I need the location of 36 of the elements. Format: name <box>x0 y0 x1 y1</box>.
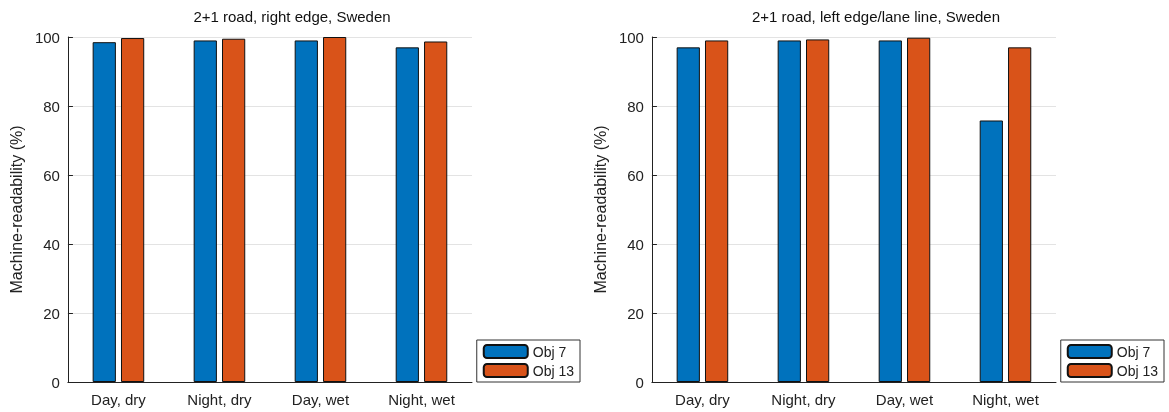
y-tick-label: 20 <box>43 304 60 322</box>
x-tick-label: Day, dry <box>675 391 731 408</box>
y-tick-label: 40 <box>43 235 60 253</box>
y-tick-label: 0 <box>635 373 644 391</box>
y-tick-label: 100 <box>34 28 60 46</box>
bar <box>1008 47 1032 382</box>
chart-title: 2+1 road, left edge/lane line, Sweden <box>751 8 1001 25</box>
y-tick-label: 80 <box>627 97 644 115</box>
x-tick-label: Day, wet <box>291 391 350 408</box>
x-tick-label: Day, dry <box>91 391 147 408</box>
x-tick-label: Day, wet <box>875 391 934 408</box>
y-tick-label: 40 <box>627 235 644 253</box>
legend-label: Obj 13 <box>1116 362 1159 379</box>
x-tick-label: Night, wet <box>388 391 456 408</box>
bar <box>907 37 931 382</box>
y-tick-label: 60 <box>627 166 644 184</box>
y-tick-label: 20 <box>627 304 644 322</box>
x-tick-label: Night, wet <box>972 391 1040 408</box>
bar <box>777 40 801 382</box>
x-tick-label: Night, dry <box>771 391 837 408</box>
y-tick-label: 60 <box>43 166 60 184</box>
legend-label: Obj 13 <box>532 362 575 379</box>
y-tick-label: 80 <box>43 97 60 115</box>
chart-title: 2+1 road, right edge, Sweden <box>193 8 391 25</box>
y-tick-label: 100 <box>618 28 644 46</box>
legend-label: Obj 7 <box>1116 343 1151 360</box>
x-tick-label: Night, dry <box>187 391 253 408</box>
bar <box>979 120 1003 382</box>
bar <box>806 39 830 382</box>
y-axis-title: Machine-readability (%) <box>591 125 609 294</box>
y-tick-label: 0 <box>51 373 60 391</box>
bar <box>878 40 902 382</box>
y-axis-title: Machine-readability (%) <box>7 125 25 294</box>
bar <box>704 40 729 382</box>
legend-label: Obj 7 <box>532 343 567 360</box>
bar <box>676 47 700 382</box>
